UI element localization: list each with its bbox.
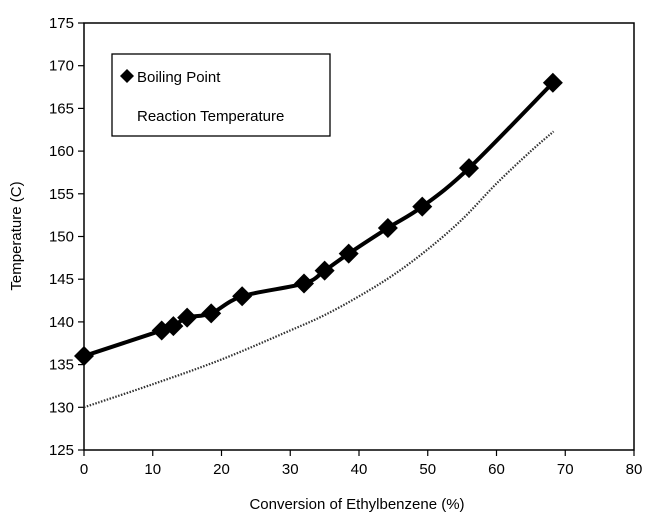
- boiling-point-marker: [412, 196, 433, 217]
- y-tick-label: 175: [49, 15, 74, 32]
- x-tick-label: 10: [144, 461, 161, 478]
- y-tick-label: 140: [49, 314, 74, 331]
- x-tick-label: 0: [80, 461, 88, 478]
- y-tick-label: 155: [49, 186, 74, 203]
- boiling-point-marker: [177, 307, 198, 328]
- legend-reaction-temperature-label: Reaction Temperature: [137, 108, 284, 125]
- y-tick-label: 160: [49, 143, 74, 160]
- y-tick-label: 150: [49, 229, 74, 246]
- x-tick-label: 70: [557, 461, 574, 478]
- y-tick-label: 130: [49, 399, 74, 416]
- axes: 0 10 20 30 40 50 60 70 80 125 130 135 140 145 150 155 16…: [49, 15, 642, 478]
- x-tick-label: 20: [213, 461, 230, 478]
- x-tick-label: 80: [626, 461, 643, 478]
- y-tick-label: 135: [49, 357, 74, 374]
- x-tick-label: 60: [488, 461, 505, 478]
- y-axis-title: Temperature (C): [8, 181, 25, 290]
- boiling-point-marker: [74, 346, 94, 367]
- y-tick-label: 165: [49, 100, 74, 117]
- boiling-point-marker: [163, 316, 184, 337]
- x-tick-label: 50: [419, 461, 436, 478]
- series-reaction-temperature-line: [83, 130, 555, 409]
- legend-boiling-point-label: Boiling Point: [137, 69, 221, 86]
- legend-box: [111, 53, 331, 137]
- x-tick-label: 30: [282, 461, 299, 478]
- y-tick-label: 170: [49, 58, 74, 75]
- series-layer: [74, 72, 563, 409]
- boiling-point-marker: [338, 243, 359, 264]
- y-tick-label: 145: [49, 271, 74, 288]
- boiling-point-marker: [314, 260, 335, 281]
- boiling-point-marker: [377, 217, 398, 238]
- boiling-point-marker: [232, 286, 253, 307]
- boiling-point-marker: [459, 158, 479, 179]
- boiling-point-marker: [542, 72, 563, 93]
- y-tick-label: 125: [49, 442, 74, 459]
- boiling-point-marker: [201, 303, 222, 324]
- legend: Boiling Point Reaction Temperature: [111, 53, 331, 137]
- boiling-point-marker: [294, 273, 314, 294]
- x-axis-title: Conversion of Ethylbenzene (%): [249, 496, 464, 513]
- legend-boiling-point-marker: [120, 69, 134, 83]
- x-tick-label: 40: [351, 461, 368, 478]
